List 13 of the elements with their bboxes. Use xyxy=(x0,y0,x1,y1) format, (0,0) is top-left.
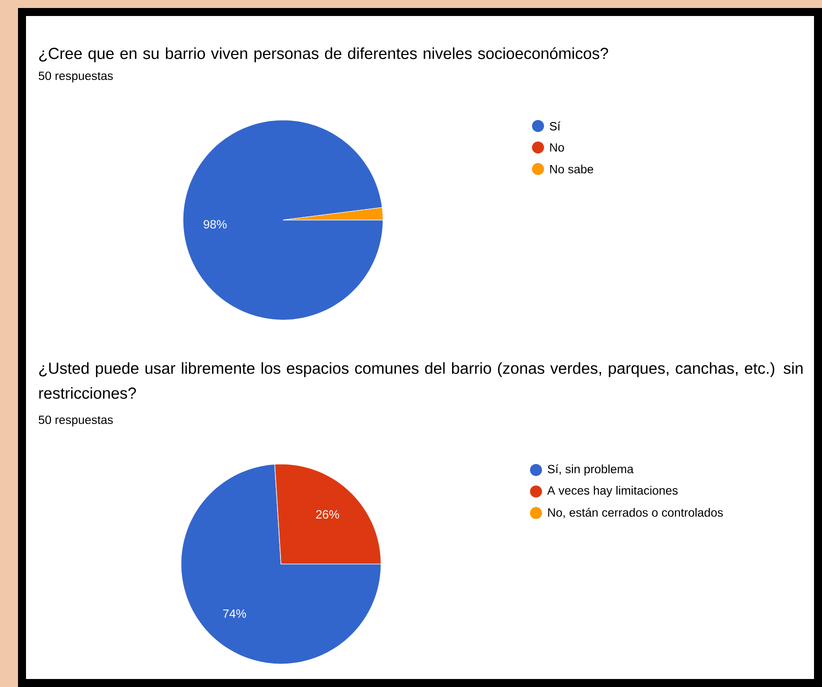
text: 50 respuestas xyxy=(38,416,113,426)
data-label: 98% xyxy=(204,220,227,229)
data-label: 26% xyxy=(316,510,340,519)
legend-label: No, están cerrados o controlados xyxy=(548,508,723,518)
legend-label: Sí, sin problema xyxy=(548,464,634,476)
legend-label: A veces hay limitaciones xyxy=(547,486,678,498)
legend-label: No xyxy=(550,143,564,152)
legend-label: Sí xyxy=(550,122,560,130)
chart-title: ¿Cree que en su barrio viven personas de diferentes niveles socioeconómicos? xyxy=(39,47,608,62)
text: 50 respuestas xyxy=(38,72,113,82)
chart-title: ¿Usted puede usar libremente los espacios comunes del barrio (zonas verdes, parques, canchas, etc.) sin restricciones? xyxy=(39,362,803,399)
data-label: 74% xyxy=(223,609,246,618)
legend-label: No sabe xyxy=(550,164,594,174)
